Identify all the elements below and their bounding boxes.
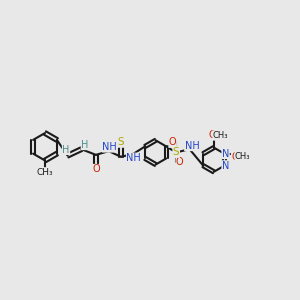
Text: N: N: [222, 148, 229, 159]
Text: NH: NH: [102, 142, 117, 152]
Text: O: O: [231, 152, 239, 162]
Text: CH₃: CH₃: [37, 168, 53, 177]
Text: H: H: [62, 145, 70, 154]
Text: S: S: [173, 147, 179, 158]
Text: NH: NH: [184, 141, 200, 151]
Text: O: O: [169, 137, 176, 147]
Text: S: S: [118, 137, 124, 147]
Text: H: H: [81, 140, 88, 150]
Text: N: N: [222, 161, 229, 171]
Text: NH: NH: [127, 153, 141, 163]
Text: O: O: [208, 130, 216, 140]
Text: CH₃: CH₃: [235, 152, 250, 161]
Text: O: O: [92, 164, 100, 174]
Text: CH₃: CH₃: [213, 130, 228, 140]
Text: O: O: [176, 158, 184, 167]
